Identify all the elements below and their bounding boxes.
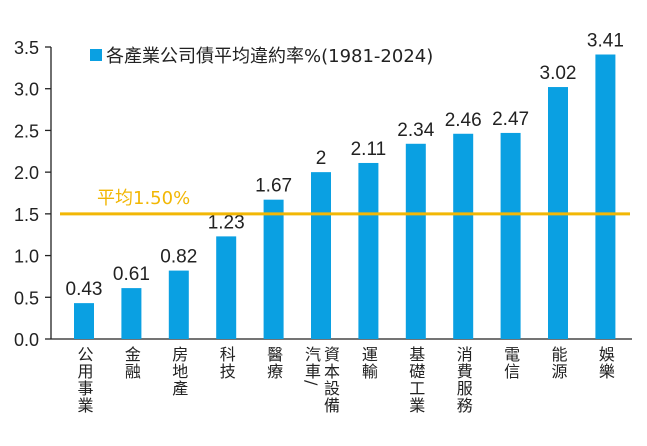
data-label: 2 [316, 148, 327, 169]
data-label: 0.82 [160, 247, 197, 268]
bar [74, 303, 94, 339]
data-label: 3.02 [540, 63, 577, 84]
data-label: 0.61 [113, 264, 150, 285]
bar [168, 270, 189, 339]
x-tick-label: 金融 [121, 346, 141, 380]
bar [358, 162, 379, 339]
data-label: 2.47 [492, 109, 529, 130]
y-tick-label: 0.5 [14, 288, 39, 308]
y-tick-label: 3.0 [14, 80, 39, 100]
average-label: 平均1.50% [97, 188, 190, 209]
data-label: 2.11 [351, 139, 387, 160]
x-tick-label: 汽車/ 資本設備 [302, 346, 340, 414]
x-tick-label: 房地產 [169, 346, 189, 397]
x-tick-label: 電信 [501, 346, 521, 380]
data-label: 1.67 [255, 176, 292, 197]
data-label: 2.46 [445, 110, 482, 131]
x-tick-label: 科技 [216, 346, 236, 380]
data-label: 2.34 [397, 120, 434, 141]
y-tick-label: 1.0 [14, 247, 39, 267]
x-tick-label: 消費服務 [453, 346, 473, 414]
x-tick-label: 基礎工業 [406, 346, 426, 414]
bar [453, 133, 474, 339]
x-tick-label: 運輸 [358, 346, 378, 380]
y-tick-label: 1.5 [14, 205, 39, 225]
bar [405, 143, 426, 339]
x-tick-label: 娛樂 [595, 346, 615, 380]
bar [595, 54, 616, 339]
data-label: 0.43 [66, 279, 103, 300]
bar [263, 199, 284, 339]
bar [311, 172, 331, 339]
bar [500, 132, 521, 339]
bar [121, 288, 142, 339]
bar [216, 236, 237, 339]
legend-swatch [90, 49, 102, 61]
legend-label: 各產業公司債平均違約率%(1981-2024) [106, 46, 433, 67]
y-tick-label: 2.5 [14, 121, 39, 141]
y-tick-label: 2.0 [14, 163, 39, 183]
x-tick-label: 醫療 [264, 346, 284, 380]
x-tick-label: 能源 [548, 346, 568, 380]
data-label: 3.41 [587, 31, 624, 52]
data-label: 1.23 [208, 212, 245, 233]
y-tick-label: 3.5 [14, 38, 39, 58]
y-tick-label: 0.0 [14, 330, 39, 350]
x-tick-label: 公用事業 [74, 346, 94, 414]
